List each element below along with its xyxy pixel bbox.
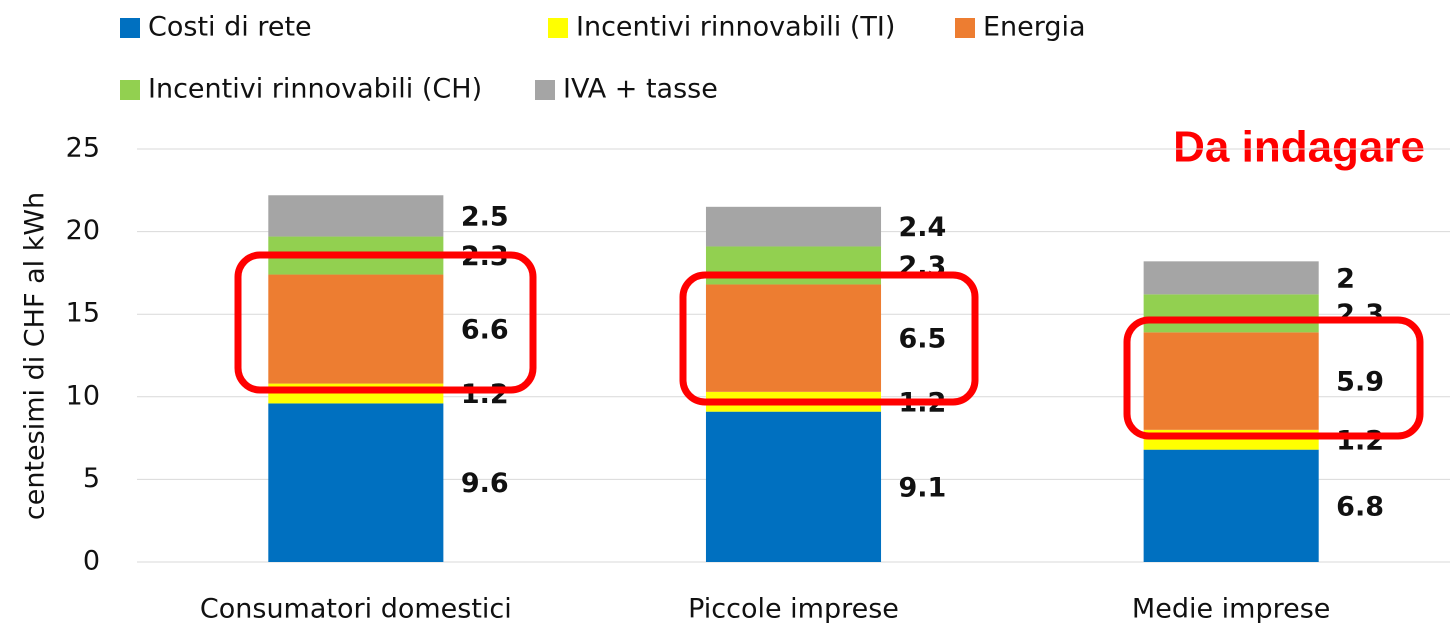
bar-segment bbox=[705, 411, 882, 562]
x-tick-label: Medie imprese bbox=[1132, 594, 1330, 625]
legend-label: Incentivi rinnovabili (CH) bbox=[148, 74, 482, 105]
value-label: 6.6 bbox=[461, 315, 509, 346]
value-label: 1.2 bbox=[461, 379, 509, 410]
bar-segment bbox=[268, 403, 444, 562]
highlight-box bbox=[234, 251, 537, 394]
bar-segment bbox=[268, 195, 444, 237]
y-tick-label: 10 bbox=[66, 380, 100, 411]
legend-swatch bbox=[548, 18, 568, 38]
plot: 0 5 10 15 20 25 Costi di rete Incentivi rinnova… bbox=[66, 12, 1450, 625]
bar-segment bbox=[705, 246, 882, 285]
value-label: 5.9 bbox=[1336, 367, 1384, 398]
annotation: Da indagare bbox=[1173, 123, 1425, 172]
value-label: 2.3 bbox=[1336, 299, 1384, 330]
bar-segment bbox=[1143, 332, 1319, 430]
bar-segment bbox=[1143, 261, 1319, 295]
highlight-box bbox=[1123, 316, 1424, 440]
legend-swatch bbox=[955, 18, 975, 38]
value-label: 9.6 bbox=[461, 468, 509, 499]
y-axis-label: centesimi di CHF al kWh bbox=[20, 192, 51, 520]
value-label: 9.1 bbox=[899, 472, 947, 503]
legend-label: Costi di rete bbox=[148, 12, 312, 43]
x-tick-label: Consumatori domestici bbox=[200, 594, 512, 625]
bar-segment bbox=[705, 206, 882, 247]
x-tick-label: Piccole imprese bbox=[688, 594, 899, 625]
y-tick-label: 0 bbox=[83, 546, 100, 577]
value-label: 6.5 bbox=[899, 324, 947, 355]
bar-segment bbox=[268, 274, 444, 384]
legend-label: IVA + tasse bbox=[563, 74, 718, 105]
y-tick-label: 5 bbox=[83, 463, 100, 494]
highlight-boxes bbox=[234, 251, 1424, 440]
bar-segment bbox=[705, 284, 882, 392]
legend-swatch bbox=[120, 80, 140, 100]
y-tick-label: 25 bbox=[66, 133, 100, 164]
value-label: 2.5 bbox=[461, 201, 509, 232]
legend-swatch bbox=[535, 80, 555, 100]
highlight-box bbox=[679, 271, 979, 406]
bar-segment bbox=[1143, 294, 1319, 333]
bar-segment bbox=[1143, 449, 1319, 562]
value-label: 2 bbox=[1336, 263, 1355, 294]
legend-label: Incentivi rinnovabili (TI) bbox=[576, 12, 895, 43]
legend-swatch bbox=[120, 18, 140, 38]
value-label: 1.2 bbox=[1336, 425, 1384, 456]
value-label: 6.8 bbox=[1336, 491, 1384, 522]
y-tick-label: 15 bbox=[66, 298, 100, 329]
y-tick-label: 20 bbox=[66, 215, 100, 246]
legend-label: Energia bbox=[983, 12, 1086, 43]
value-label: 2.4 bbox=[899, 212, 947, 243]
